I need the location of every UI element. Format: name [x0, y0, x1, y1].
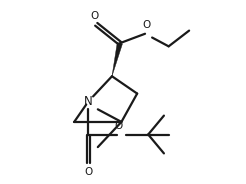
Text: N: N: [84, 95, 93, 108]
Text: O: O: [91, 10, 99, 21]
Text: O: O: [142, 20, 151, 30]
Text: O: O: [114, 121, 123, 131]
Polygon shape: [112, 43, 123, 76]
Text: O: O: [84, 167, 92, 177]
